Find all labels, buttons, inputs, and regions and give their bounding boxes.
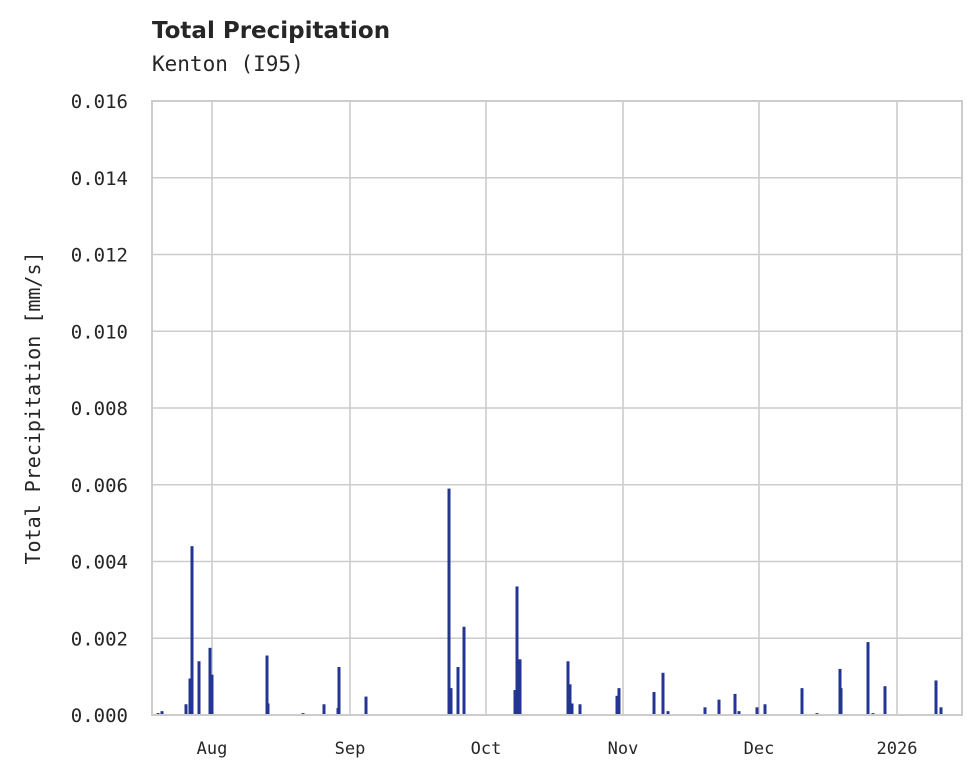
precip-bar [456,667,460,715]
precip-bar [578,704,582,715]
precip-bar [737,711,741,715]
precip-bar [568,684,572,715]
x-tick-label: Dec [744,739,775,759]
precip-bar [518,659,522,715]
precip-bar [449,688,453,715]
precip-bar [763,704,767,715]
precip-bar [661,672,665,715]
precip-bar [652,691,656,715]
precip-bar [184,704,188,715]
precip-bar [190,546,194,715]
y-tick-label: 0.014 [71,168,128,190]
y-tick-label: 0.006 [71,475,128,497]
precip-bar [570,703,574,715]
precip-bar [839,688,843,715]
precip-bar [617,688,621,715]
precip-bar [866,642,870,715]
y-tick-label: 0.012 [71,245,128,267]
precip-bar [208,647,212,715]
x-tick-label: Sep [335,739,366,759]
chart-subtitle: Kenton (I95) [152,52,304,76]
x-tick-label: Oct [471,739,502,759]
chart-title: Total Precipitation [152,18,391,44]
precip-bar [266,703,270,715]
y-tick-label: 0.010 [71,321,128,343]
precip-bar [934,680,938,715]
x-tick-label: Nov [608,739,639,759]
y-tick-label: 0.000 [71,705,128,727]
precip-bar [703,707,707,715]
precip-bar [717,699,721,715]
precip-bar [447,488,451,715]
precip-bar [197,661,201,715]
y-axis-ticks: 0.000 0.002 0.004 0.006 0.008 0.010 0.012 0.014… [71,91,128,727]
precip-bar [364,696,368,715]
precip-bar [733,693,737,715]
y-tick-label: 0.008 [71,398,128,420]
precip-bar [666,711,670,715]
y-tick-label: 0.004 [71,552,128,574]
precip-bar [322,704,326,715]
precip-bar [883,686,887,715]
precip-bar [188,678,192,715]
y-tick-label: 0.016 [71,91,128,113]
plot-frame [151,100,963,716]
precip-bar [265,655,269,715]
precip-bar [566,661,570,715]
precip-bar [755,707,759,715]
precip-bar [210,674,214,715]
precip-bar [513,690,517,715]
precip-bar [939,707,943,715]
x-axis-ticks: Aug Sep Oct Nov Dec 2026 [197,739,918,759]
y-tick-label: 0.002 [71,628,128,650]
x-tick-label: Aug [197,739,228,759]
y-axis-label: Total Precipitation [mm/s] [21,251,45,564]
precip-bar [800,688,804,715]
grid-lines [152,100,962,716]
x-tick-label: 2026 [877,739,918,759]
precip-bar [515,586,519,715]
precip-bar [337,667,341,715]
precip-bar [462,626,466,715]
data-bars [156,488,943,715]
precip-bar [615,695,619,715]
precip-bar [160,711,164,715]
